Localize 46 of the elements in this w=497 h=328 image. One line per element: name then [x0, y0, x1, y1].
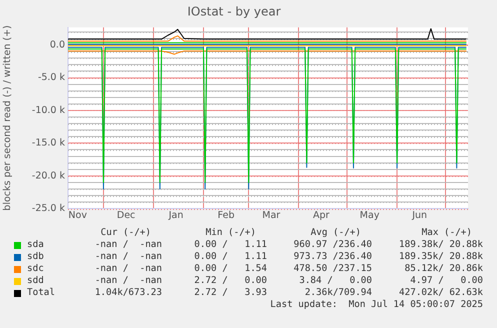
text: 189.38k/ 20.88k	[399, 239, 483, 251]
x-tick-label: Dec	[116, 210, 136, 221]
text: 2.72 / 0.00	[194, 275, 267, 287]
text: 85.12k/ 20.86k	[404, 263, 483, 275]
legend-label: Total	[27, 287, 55, 299]
y-axis-title: blocks per second read (-) / written (+)	[2, 25, 14, 211]
chart-title: IOstat - by year	[187, 4, 281, 18]
text: 1.04k/673.23	[94, 287, 162, 299]
text: 189.35k/ 20.88k	[399, 251, 483, 263]
text: Last update: Mon Jul 14 05:00:07 2025	[270, 299, 483, 311]
text: -nan / -nan	[94, 263, 162, 275]
text: 973.73 /236.40	[294, 251, 372, 263]
text: 4.97 / 0.00	[410, 275, 483, 287]
text: 960.97 /236.40	[294, 239, 372, 251]
text: 0.00 / 1.11	[194, 239, 267, 251]
text: 3.84 / 0.00	[299, 275, 372, 287]
y-tick-label: -15.0 k	[32, 138, 66, 149]
text: Avg (-/+)	[310, 227, 361, 239]
text: 2.36k/709.94	[304, 287, 372, 299]
text: 427.02k/ 62.63k	[399, 287, 483, 299]
text: 0.00 / 1.11	[194, 251, 267, 263]
x-tick-label: Jan	[168, 210, 184, 221]
x-tick-label: May	[360, 210, 380, 221]
text: Cur (-/+)	[100, 227, 151, 239]
text: 478.50 /237.15	[294, 263, 372, 275]
text: Min (-/+)	[206, 227, 256, 239]
legend-label: sdc	[27, 263, 44, 275]
x-tick-label: Apr	[313, 210, 330, 221]
x-tick-label: Mar	[262, 210, 280, 221]
text: -nan / -nan	[94, 251, 162, 263]
x-tick-label: Jun	[411, 210, 428, 221]
y-tick-label: -20.0 k	[32, 170, 66, 182]
text: 0.00 / 1.54	[194, 263, 267, 275]
x-tick-label: Nov	[68, 210, 88, 221]
text: 2.72 / 3.93	[194, 287, 267, 299]
legend-label: sdb	[27, 251, 44, 263]
legend-label: sda	[27, 239, 44, 251]
x-tick-label: Feb	[218, 210, 234, 221]
y-tick-label: -5.0 k	[38, 72, 66, 84]
text: Max (-/+)	[422, 227, 472, 239]
text: -nan / -nan	[94, 239, 162, 251]
y-tick-label: 0.0	[50, 40, 65, 51]
y-tick-label: -25.0 k	[32, 203, 66, 214]
text: -nan / -nan	[94, 275, 162, 287]
legend-label: sdd	[27, 275, 44, 287]
y-tick-label: -10.0 k	[32, 104, 66, 116]
